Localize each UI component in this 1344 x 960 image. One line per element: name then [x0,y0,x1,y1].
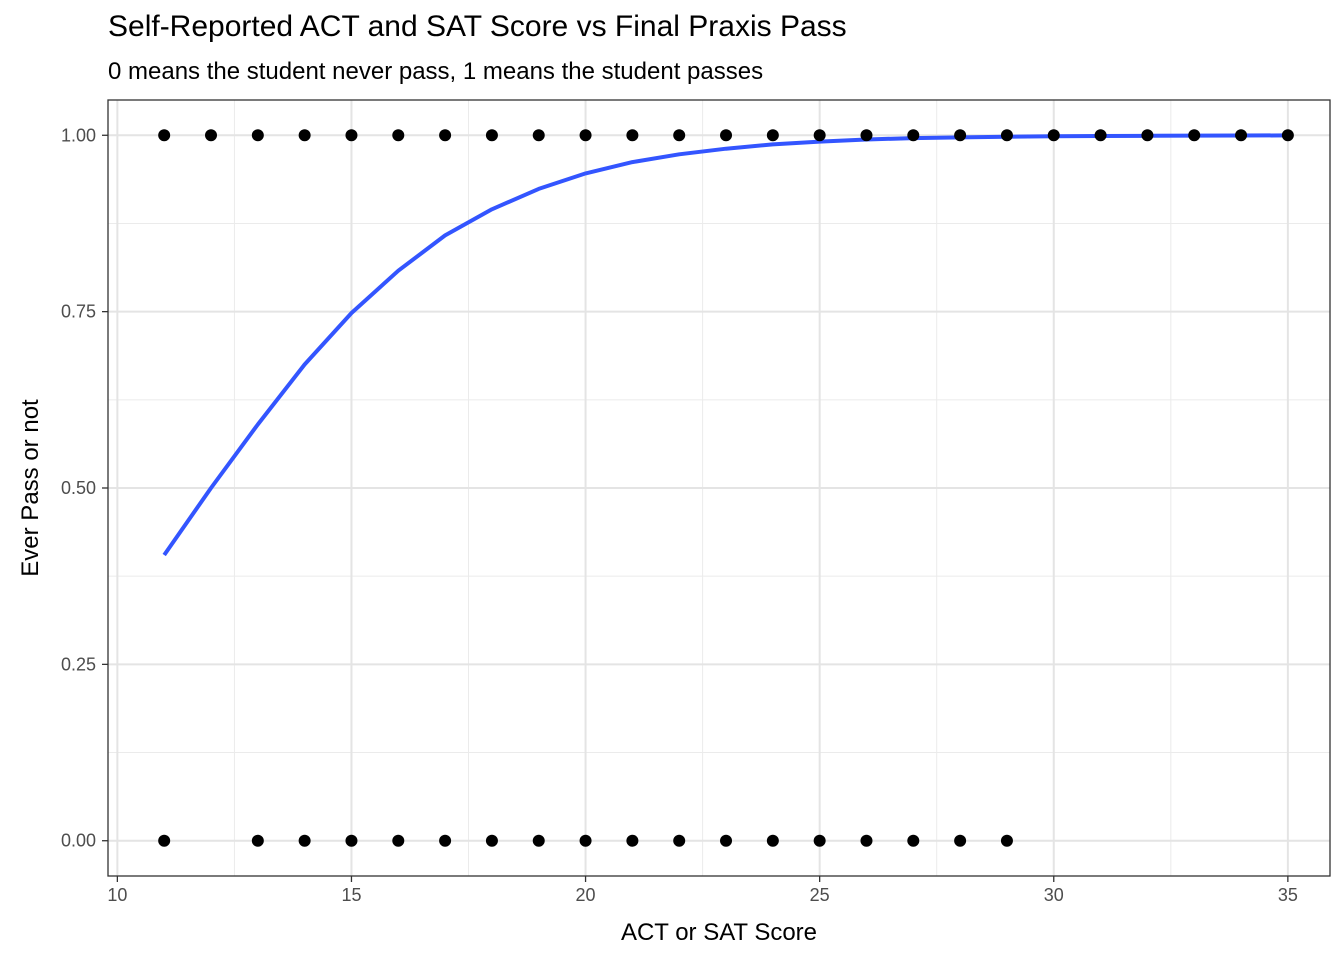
data-point [626,129,639,142]
data-point [1235,129,1248,142]
data-point [954,129,967,142]
point-layer [158,129,1294,847]
y-axis-title: Ever Pass or not [17,399,44,577]
logistic-fit-line [162,133,1288,557]
data-point [720,129,733,142]
x-tick-label: 25 [810,885,830,905]
data-point [392,834,405,847]
data-point [439,129,452,142]
data-point [251,129,264,142]
data-point [1000,834,1013,847]
data-point [954,834,967,847]
grid-layer [108,100,1330,876]
data-point [251,834,264,847]
data-point [579,129,592,142]
data-point [1000,129,1013,142]
x-tick-label: 20 [576,885,596,905]
data-point [813,129,826,142]
data-point [205,129,218,142]
data-point [1094,129,1107,142]
x-tick-label: 10 [107,885,127,905]
data-point [392,129,405,142]
data-point [345,834,358,847]
y-tick-label: 0.50 [61,478,96,498]
data-point [860,129,873,142]
x-tick-label: 15 [341,885,361,905]
chart-title: Self-Reported ACT and SAT Score vs Final… [108,10,847,43]
data-point [298,129,311,142]
data-point [1141,129,1154,142]
data-point [158,129,171,142]
y-tick-label: 0.75 [61,302,96,322]
data-point [1281,129,1294,142]
data-point [1188,129,1201,142]
data-point [720,834,733,847]
data-point [766,129,779,142]
data-point [485,129,498,142]
data-point [485,834,498,847]
axis-layer: 10 15 20 25 30 35 0.00 0.25 0.50 0.75 1.00 [61,125,1298,905]
y-tick-label: 0.25 [61,654,96,674]
data-point [532,834,545,847]
data-point [813,834,826,847]
data-point [673,834,686,847]
data-point [298,834,311,847]
fit-curve-layer [162,133,1288,557]
x-tick-label: 35 [1278,885,1298,905]
data-point [579,834,592,847]
data-point [532,129,545,142]
x-tick-label: 30 [1044,885,1064,905]
data-point [345,129,358,142]
data-point [158,834,171,847]
data-point [1047,129,1060,142]
data-point [439,834,452,847]
y-tick-label: 0.00 [61,831,96,851]
data-point [907,834,920,847]
y-tick-label: 1.00 [61,125,96,145]
data-point [766,834,779,847]
data-point [860,834,873,847]
data-point [626,834,639,847]
data-point [673,129,686,142]
x-axis-title: ACT or SAT Score [621,919,817,946]
chart-subtitle: 0 means the student never pass, 1 means … [108,58,764,85]
data-point [907,129,920,142]
